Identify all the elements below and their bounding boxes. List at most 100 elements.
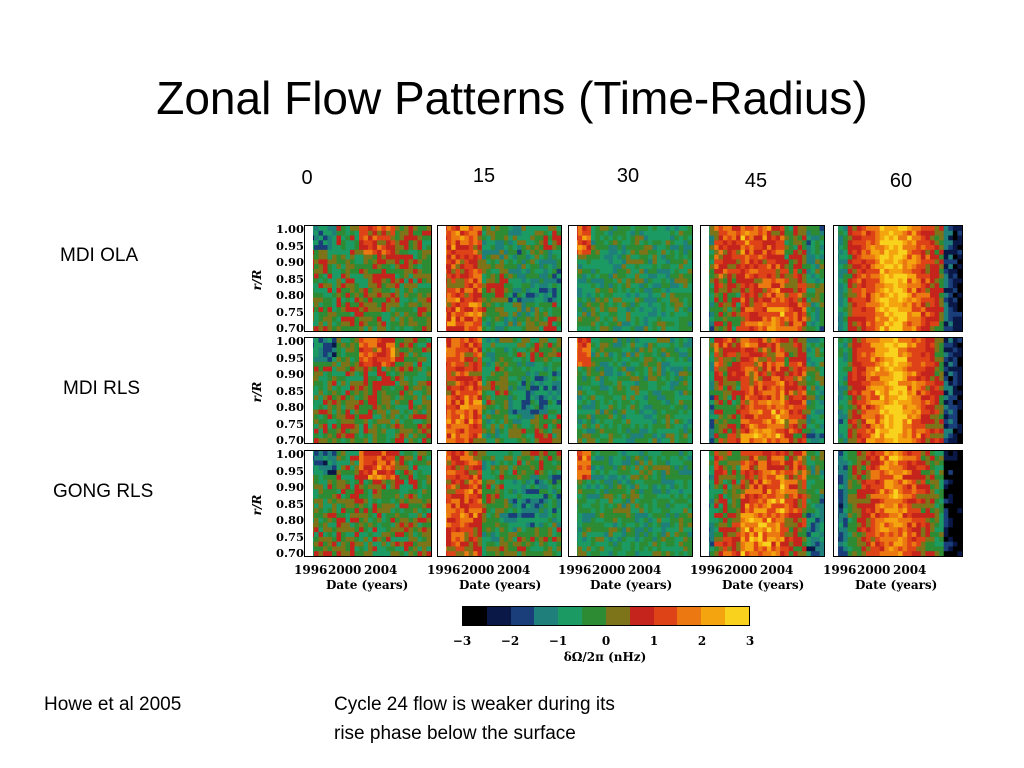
heatmap-cell xyxy=(534,273,540,280)
heatmap-cell xyxy=(815,311,821,318)
heatmap-cell xyxy=(749,302,755,308)
heatmap-cell xyxy=(413,419,419,425)
heatmap-cell xyxy=(517,240,523,246)
heatmap-cell xyxy=(477,307,483,313)
heatmap-cell xyxy=(621,428,627,435)
heatmap-cell xyxy=(512,433,518,439)
heatmap-cell xyxy=(377,259,383,265)
heatmap-cell xyxy=(930,230,936,237)
heatmap-cell xyxy=(806,264,812,270)
heatmap-cell xyxy=(490,226,496,232)
heatmap-cell xyxy=(547,385,553,392)
heatmap-cell xyxy=(318,245,324,251)
heatmap-cell xyxy=(413,249,419,256)
heatmap-cell xyxy=(327,423,333,430)
heatmap-cell xyxy=(422,302,428,308)
heatmap-cell xyxy=(481,347,487,353)
heatmap-cell xyxy=(404,245,410,251)
heatmap-cell xyxy=(408,390,414,396)
heatmap-cell xyxy=(481,307,487,313)
heatmap-cell xyxy=(674,264,680,270)
heatmap-cell xyxy=(586,347,592,353)
heatmap-cell xyxy=(599,326,605,331)
heatmap-cell xyxy=(656,316,662,323)
heatmap-cell xyxy=(762,254,768,261)
heatmap-cell xyxy=(468,419,474,425)
heatmap-cell xyxy=(318,268,324,275)
heatmap-cell xyxy=(368,385,374,392)
heatmap-cell xyxy=(477,226,483,232)
heatmap-cell xyxy=(670,433,676,439)
heatmap-cell xyxy=(621,292,627,299)
heatmap-cell xyxy=(617,273,623,280)
heatmap-cell xyxy=(582,371,588,377)
heatmap-cell xyxy=(512,278,518,284)
heatmap-cell xyxy=(318,249,324,256)
heatmap-cell xyxy=(413,357,419,363)
heatmap-cell xyxy=(939,235,945,241)
heatmap-cell xyxy=(861,311,867,318)
heatmap-cell xyxy=(508,245,514,251)
heatmap-cell xyxy=(481,273,487,280)
heatmap-cell xyxy=(490,438,496,443)
heatmap-cell xyxy=(525,357,531,363)
heatmap-cell xyxy=(390,254,396,261)
heatmap-cell xyxy=(797,311,803,318)
heatmap-cell xyxy=(422,235,428,241)
heatmap-cell xyxy=(586,311,592,318)
heatmap-cell xyxy=(670,259,676,265)
heatmap-cell xyxy=(495,245,501,251)
heatmap-cell xyxy=(780,321,786,327)
heatmap-cell xyxy=(793,230,799,237)
heatmap-cell xyxy=(590,268,596,275)
heatmap-cell xyxy=(543,414,549,420)
heatmap-cell xyxy=(714,254,720,261)
heatmap-cell xyxy=(327,302,333,308)
heatmap-cell xyxy=(766,321,772,327)
heatmap-cell xyxy=(495,342,501,349)
heatmap-cell xyxy=(586,438,592,443)
heatmap-cell xyxy=(390,292,396,299)
heatmap-cell xyxy=(916,321,922,327)
heatmap-cell xyxy=(652,404,658,411)
heatmap-cell xyxy=(399,433,405,439)
heatmap-cell xyxy=(486,254,492,261)
heatmap-cell xyxy=(359,235,365,241)
heatmap-cell xyxy=(556,438,561,443)
heatmap-cell xyxy=(902,283,908,289)
heatmap-cell xyxy=(604,366,610,373)
heatmap-cell xyxy=(925,297,931,303)
heatmap-cell xyxy=(314,438,320,443)
heatmap-cell xyxy=(499,316,505,323)
heatmap-cell xyxy=(547,273,553,280)
heatmap-cell xyxy=(341,278,347,284)
heatmap-cell xyxy=(404,338,410,344)
heatmap-cell xyxy=(314,311,320,318)
heatmap-cell xyxy=(399,423,405,430)
heatmap-cell xyxy=(617,235,623,241)
heatmap-cell xyxy=(481,423,487,430)
heatmap-cell xyxy=(345,235,351,241)
heatmap-cell xyxy=(612,230,618,237)
heatmap-cell xyxy=(744,226,750,232)
heatmap-cell xyxy=(446,361,452,368)
heatmap-cell xyxy=(780,268,786,275)
heatmap-cell xyxy=(626,235,632,241)
heatmap-cell xyxy=(413,390,419,396)
heatmap-cell xyxy=(775,259,781,265)
heatmap-cell xyxy=(512,409,518,415)
heatmap-cell xyxy=(870,326,876,331)
heatmap-cell xyxy=(608,385,614,392)
heatmap-cell xyxy=(670,302,676,308)
heatmap-cell xyxy=(634,283,640,289)
heatmap-cell xyxy=(838,321,844,327)
heatmap-cell xyxy=(318,366,324,373)
heatmap-cell xyxy=(318,409,324,415)
heatmap-cell xyxy=(495,366,501,373)
heatmap-cell xyxy=(539,240,545,246)
heatmap-cell xyxy=(521,245,527,251)
heatmap-cell xyxy=(753,302,759,308)
heatmap-cell xyxy=(543,419,549,425)
heatmap-cell xyxy=(455,419,461,425)
heatmap-cell xyxy=(503,316,509,323)
